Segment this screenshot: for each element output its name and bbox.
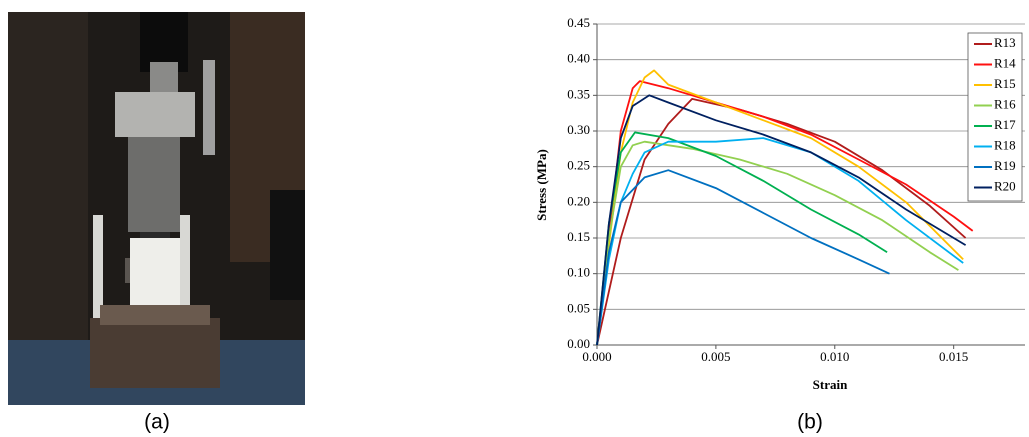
series-line <box>596 137 964 346</box>
series-line <box>596 169 890 346</box>
y-tick-label: 0.40 <box>567 51 590 66</box>
series-line <box>596 131 888 346</box>
x-tick-label: 0.015 <box>939 349 968 364</box>
y-tick-label: 0.25 <box>567 158 590 173</box>
y-axis-label: Stress (MPa) <box>534 149 549 221</box>
x-tick-label: 0.010 <box>820 349 849 364</box>
x-axis-label: Strain <box>813 377 848 392</box>
series-line <box>596 94 967 346</box>
y-tick-label: 0.15 <box>567 229 590 244</box>
photo <box>8 12 305 405</box>
panel-label: (a) <box>144 411 170 434</box>
legend-label: R17 <box>994 117 1016 132</box>
legend-box <box>967 32 1023 202</box>
legend-label: R15 <box>994 76 1016 91</box>
y-tick-label: 0.10 <box>567 265 590 280</box>
series-line <box>596 140 959 346</box>
y-tick-label: 0.30 <box>567 122 590 137</box>
y-tick-label: 0.20 <box>567 193 590 208</box>
x-tick-label: 0.000 <box>582 349 611 364</box>
x-tick-label: 0.005 <box>701 349 730 364</box>
panel-label: (b) <box>797 411 823 434</box>
legend-label: R20 <box>994 178 1016 193</box>
legend-label: R13 <box>994 35 1016 50</box>
y-tick-label: 0.45 <box>567 15 590 30</box>
y-tick-label: 0.35 <box>567 86 590 101</box>
legend-label: R14 <box>994 55 1016 70</box>
legend-label: R18 <box>994 137 1016 152</box>
y-tick-label: 0.05 <box>567 300 590 315</box>
series-line <box>596 69 964 346</box>
y-tick-label: 0.00 <box>567 336 590 351</box>
legend-label: R19 <box>994 158 1016 173</box>
legend-label: R16 <box>994 96 1016 111</box>
